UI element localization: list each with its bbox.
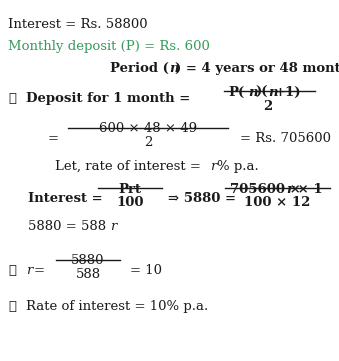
Text: 600 × 48 × 49: 600 × 48 × 49 <box>99 122 197 135</box>
Text: r: r <box>210 160 216 173</box>
Text: Deposit for 1 month =: Deposit for 1 month = <box>26 92 190 105</box>
Text: r: r <box>286 183 293 196</box>
Text: Interest = Rs. 58800: Interest = Rs. 58800 <box>8 18 147 31</box>
Text: n: n <box>169 62 179 75</box>
Text: ⇒ 5880 =: ⇒ 5880 = <box>168 192 236 205</box>
Text: P(: P( <box>228 86 244 99</box>
Text: Let, rate of interest =: Let, rate of interest = <box>55 160 205 173</box>
Text: n: n <box>268 86 278 99</box>
Text: =: = <box>34 264 45 277</box>
Text: 705600 ×: 705600 × <box>230 183 305 196</box>
Text: 5880 = 588: 5880 = 588 <box>28 220 106 233</box>
Text: r: r <box>110 220 116 233</box>
Text: 5880: 5880 <box>71 254 105 267</box>
Text: × 1: × 1 <box>293 183 323 196</box>
Text: Prt: Prt <box>119 183 141 196</box>
Text: =: = <box>48 132 59 145</box>
Text: = Rs. 705600: = Rs. 705600 <box>240 132 331 145</box>
Text: 2: 2 <box>144 136 152 149</box>
Text: )(: )( <box>255 86 267 99</box>
Text: 2: 2 <box>263 100 273 113</box>
Text: ) = 4 years or 48 months: ) = 4 years or 48 months <box>175 62 339 75</box>
Text: 100: 100 <box>116 196 144 209</box>
Text: Rate of interest = 10% p.a.: Rate of interest = 10% p.a. <box>26 300 208 313</box>
Text: Monthly deposit (P) = Rs. 600: Monthly deposit (P) = Rs. 600 <box>8 40 210 53</box>
Text: ∴: ∴ <box>8 264 16 277</box>
Text: Interest =: Interest = <box>28 192 103 205</box>
Text: +1): +1) <box>275 86 301 99</box>
Text: Period (: Period ( <box>110 62 169 75</box>
Text: ∴: ∴ <box>8 300 16 313</box>
Text: 100 × 12: 100 × 12 <box>244 196 310 209</box>
Text: ∴: ∴ <box>8 92 16 105</box>
Text: = 10: = 10 <box>130 264 162 277</box>
Text: n: n <box>248 86 258 99</box>
Text: r: r <box>26 264 33 277</box>
Text: 588: 588 <box>76 268 101 281</box>
Text: % p.a.: % p.a. <box>217 160 259 173</box>
